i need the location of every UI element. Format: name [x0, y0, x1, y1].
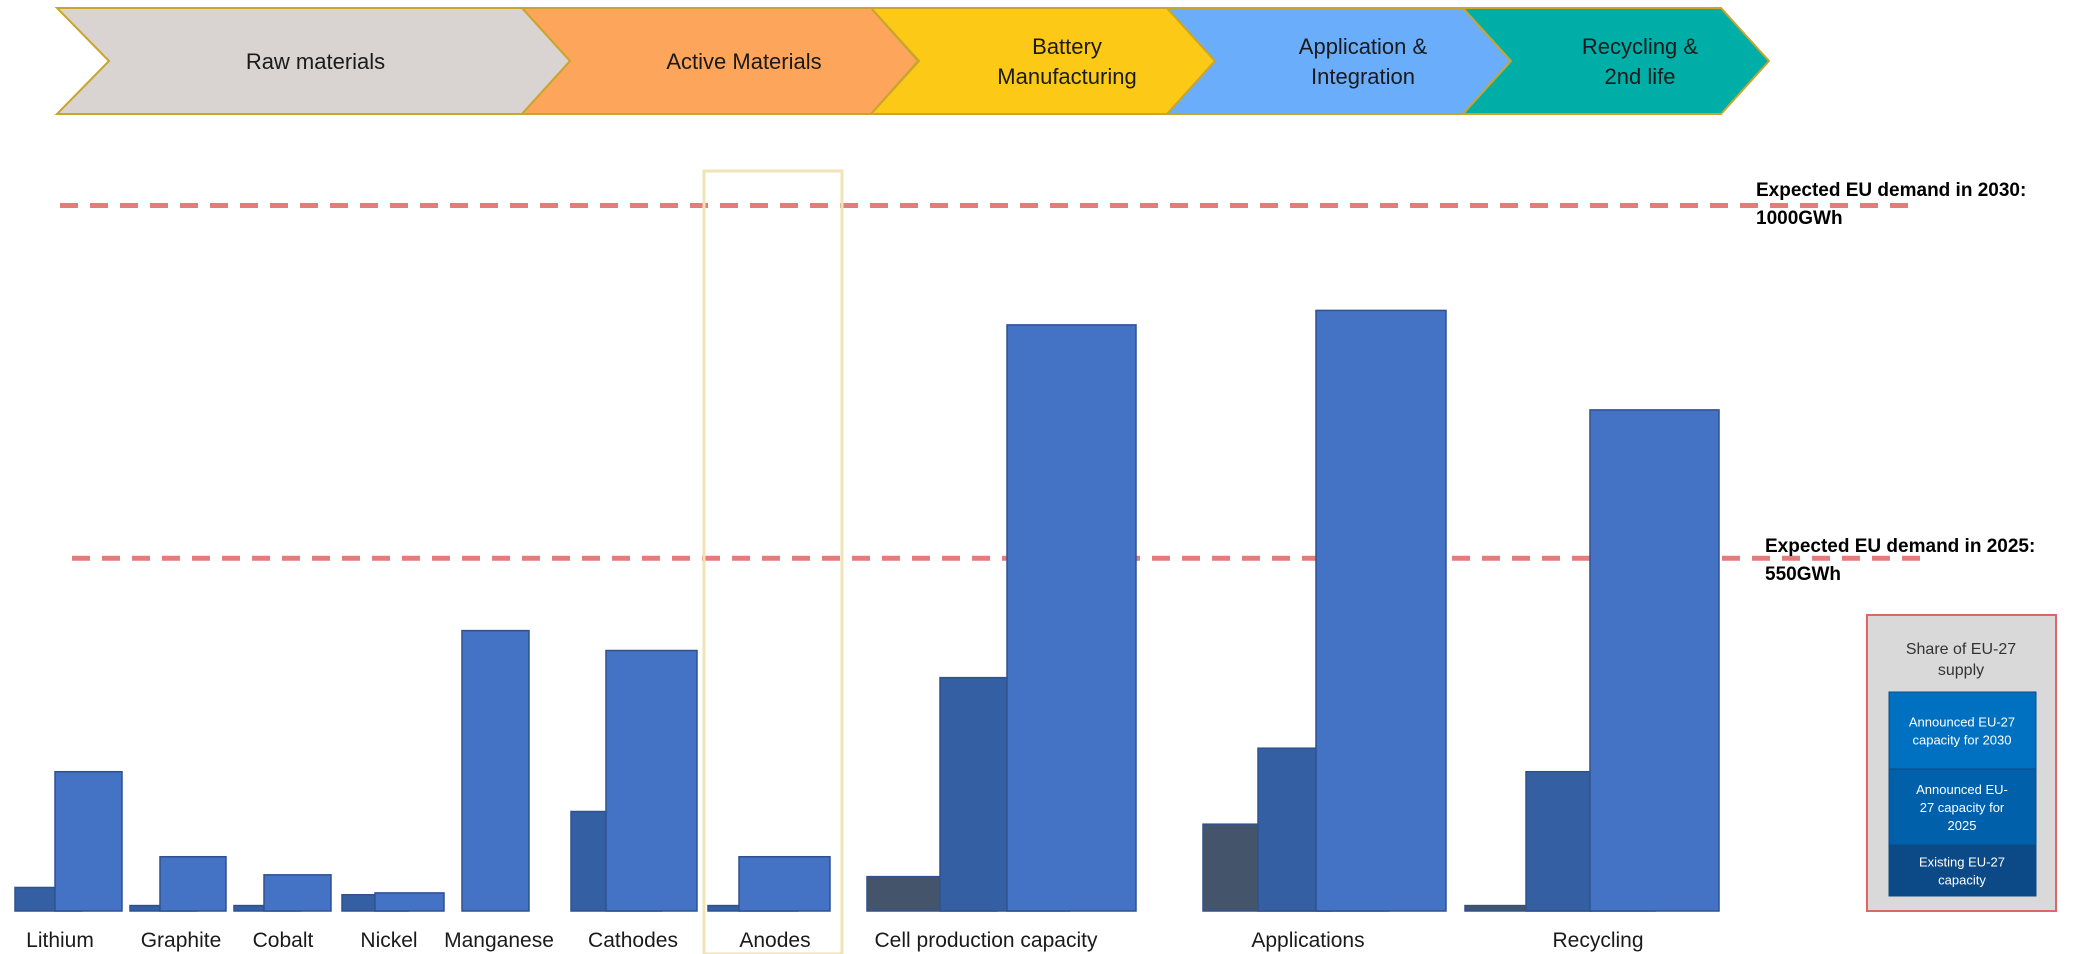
arrow-label: Battery [1032, 34, 1102, 59]
legend-item-label: Announced EU-27 [1909, 715, 2015, 730]
category-label-cathodes: Cathodes [588, 929, 678, 952]
arrow-label: Manufacturing [997, 64, 1136, 89]
arrow-label: Recycling & [1582, 34, 1698, 59]
bar-recycling-announced-eu-27-capacity-for-2030 [1589, 409, 1720, 912]
category-label-anodes: Anodes [739, 929, 810, 952]
category-label-manganese: Manganese [444, 929, 554, 952]
bar-cobalt-announced-eu-27-capacity-for-2030 [263, 874, 332, 912]
legend-item-label: Existing EU-27 [1919, 855, 2005, 870]
legend-swatch-2 [1888, 768, 2037, 846]
reference-line-value: 1000GWh [1756, 208, 1843, 229]
arrow-label: Raw materials [246, 49, 385, 74]
arrow-battery-manufacturing [868, 7, 1217, 115]
bar-applications-announced-eu-27-capacity-for-2030 [1315, 309, 1447, 912]
bar-graphite-announced-eu-27-capacity-for-2030 [159, 855, 227, 912]
bar-cell-production-capacity-announced-eu-27-capacity-for-2030 [1006, 324, 1137, 912]
bar-nickel-announced-eu-27-capacity-for-2030 [374, 892, 445, 912]
capacity-bars [14, 309, 1720, 912]
category-label-graphite: Graphite [141, 929, 222, 952]
reference-line-label: Expected EU demand in 2030: [1756, 180, 2026, 201]
legend: Share of EU-27 supply Announced EU-27 capac… [1866, 614, 2057, 912]
legend-item-label: 27 capacity for [1920, 800, 2005, 815]
arrow-recycling-2nd-life [1460, 7, 1771, 115]
legend-title: Share of EU-27 [1906, 641, 2016, 658]
bar-anodes-announced-eu-27-capacity-for-2030 [738, 855, 831, 912]
category-label-recycling: Recycling [1552, 929, 1643, 952]
legend-swatch-3 [1888, 844, 2037, 897]
legend-item-label: capacity [1938, 873, 1986, 888]
arrow-label: Application & [1299, 34, 1428, 59]
reference-line-label: Expected EU demand in 2025: [1765, 536, 2035, 557]
category-label-cell-production-capacity: Cell production capacity [875, 929, 1098, 952]
legend-title: supply [1938, 662, 1984, 679]
value-chain-arrows: Raw materials Active Materials Battery Manu… [54, 7, 1771, 115]
legend-item-label: 2025 [1948, 818, 1977, 833]
category-label-lithium: Lithium [26, 929, 94, 952]
category-label-applications: Applications [1251, 929, 1364, 952]
legend-swatch-1 [1888, 691, 2037, 770]
category-label-cobalt: Cobalt [253, 929, 314, 952]
arrow-label: Active Materials [666, 49, 821, 74]
arrow-application-integration [1164, 7, 1513, 115]
bar-manganese-announced-eu-27-capacity-for-2030 [461, 629, 530, 912]
arrow-label: Integration [1311, 64, 1415, 89]
bar-lithium-announced-eu-27-capacity-for-2030 [54, 770, 123, 912]
legend-item-label: capacity for 2030 [1912, 733, 2011, 748]
reference-line-value: 550GWh [1765, 564, 1841, 585]
bar-cathodes-announced-eu-27-capacity-for-2030 [605, 649, 698, 912]
arrow-label: 2nd life [1605, 64, 1676, 89]
category-label-nickel: Nickel [360, 929, 417, 952]
category-labels: Lithium Graphite Cobalt Nickel Manganese Cath… [26, 929, 1643, 952]
legend-item-label: Announced EU- [1916, 782, 2008, 797]
anodes-highlight-box [702, 169, 844, 954]
